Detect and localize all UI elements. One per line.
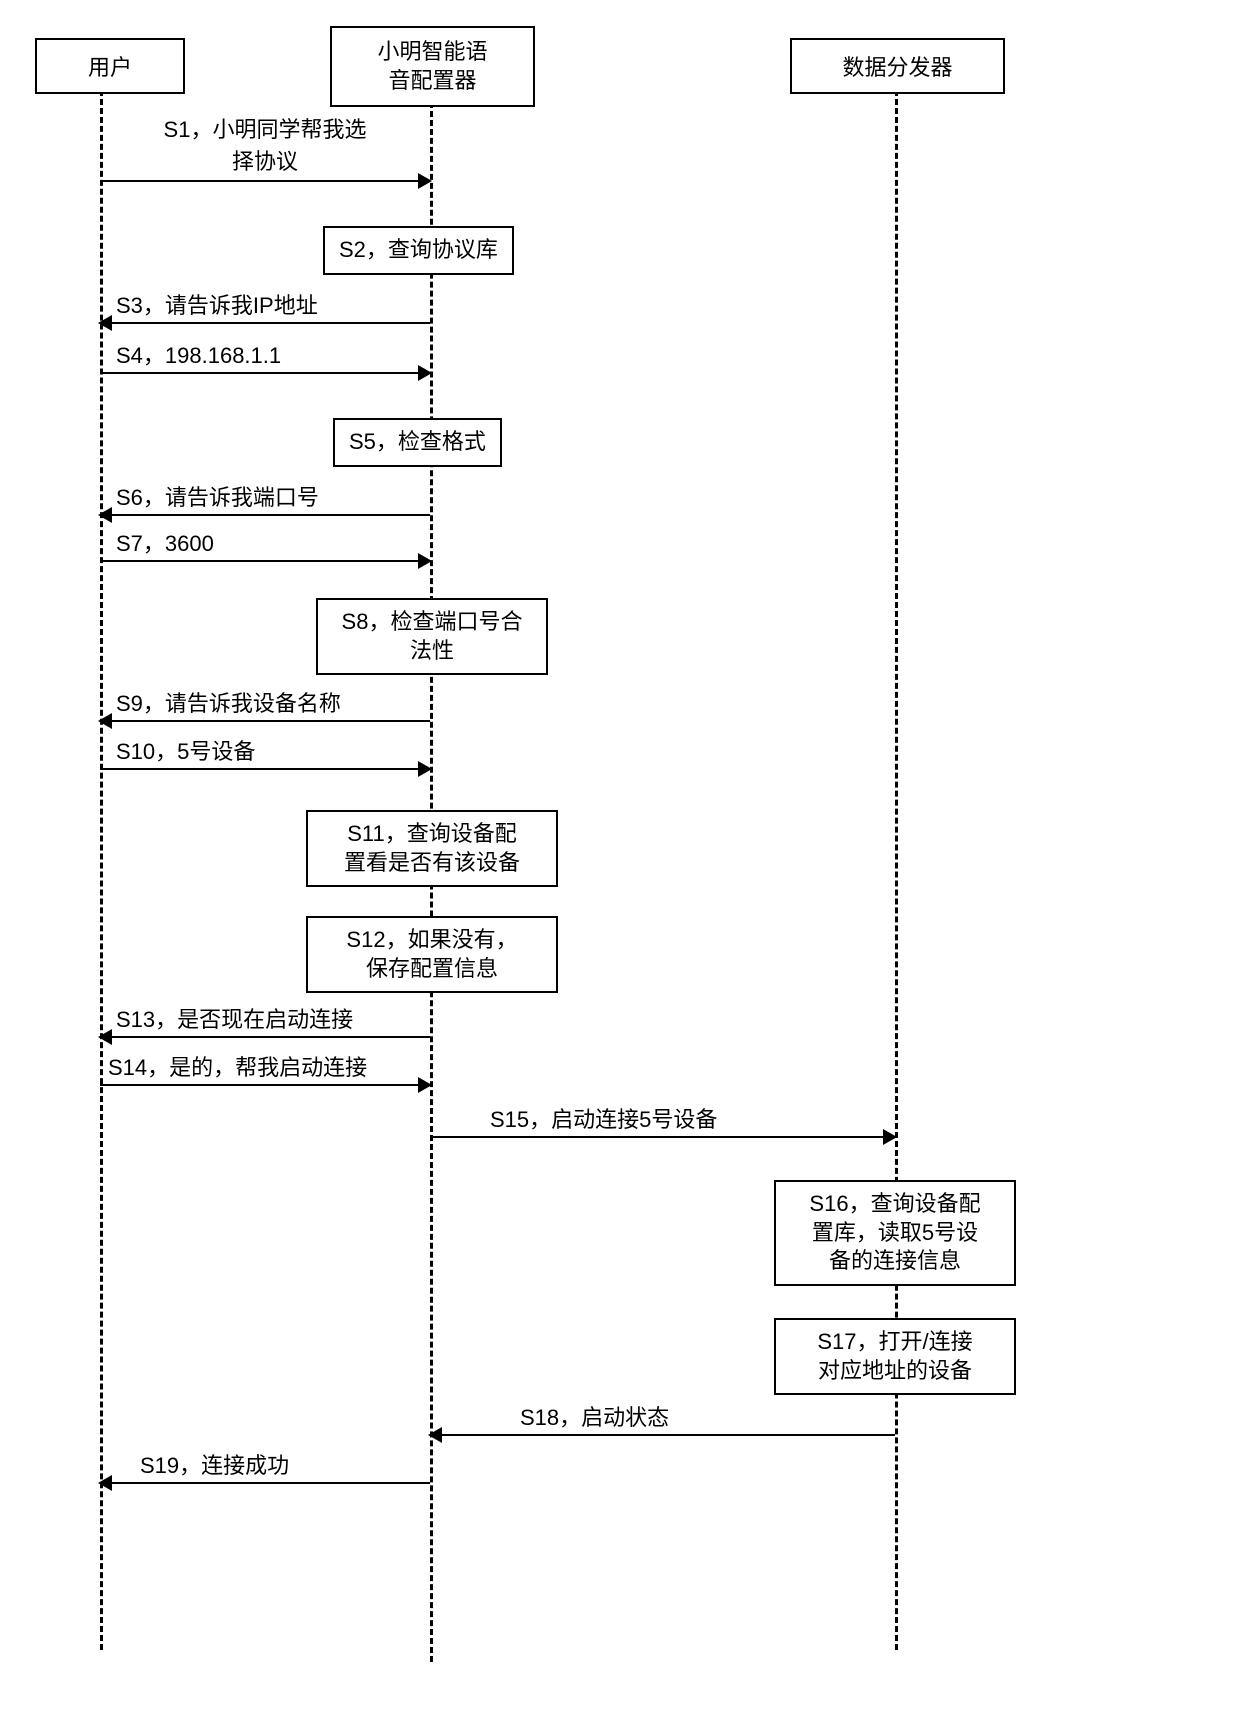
actor-user-label: 用户 bbox=[88, 55, 132, 80]
msg-s13-label: S13，是否现在启动连接 bbox=[116, 1007, 353, 1032]
msg-s3: S3，请告诉我IP地址 bbox=[100, 322, 430, 324]
msg-s19-label: S19，连接成功 bbox=[140, 1453, 289, 1478]
msg-s2-label: S2，查询协议库 bbox=[339, 237, 498, 262]
msg-s17-label-l2: 对应地址的设备 bbox=[818, 1358, 972, 1383]
msg-s4: S4，198.168.1.1 bbox=[100, 372, 430, 374]
msg-s15-label: S15，启动连接5号设备 bbox=[490, 1107, 717, 1132]
msg-s6-label: S6，请告诉我端口号 bbox=[116, 485, 319, 510]
actor-configurer: 小明智能语 音配置器 bbox=[330, 26, 535, 107]
actor-dispatcher-label: 数据分发器 bbox=[842, 55, 952, 80]
msg-s18: S18，启动状态 bbox=[430, 1434, 895, 1436]
actor-configurer-label-l2: 音配置器 bbox=[388, 68, 476, 93]
msg-s16: S16，查询设备配 置库，读取5号设 备的连接信息 bbox=[774, 1180, 1016, 1286]
msg-s1-label2: 择协议 bbox=[232, 149, 298, 174]
msg-s17: S17，打开/连接 对应地址的设备 bbox=[774, 1318, 1016, 1395]
msg-s15: S15，启动连接5号设备 bbox=[430, 1136, 895, 1138]
msg-s2: S2，查询协议库 bbox=[323, 226, 514, 275]
actor-configurer-label-l1: 小明智能语 bbox=[377, 39, 487, 64]
lifeline-dispatcher bbox=[895, 90, 898, 1650]
msg-s8: S8，检查端口号合 法性 bbox=[316, 598, 548, 675]
msg-s7: S7，3600 bbox=[100, 560, 430, 562]
msg-s5: S5，检查格式 bbox=[333, 418, 502, 467]
msg-s12-label-l1: S12，如果没有， bbox=[346, 927, 517, 952]
msg-s16-label-l2: 置库，读取5号设 bbox=[812, 1220, 978, 1245]
msg-s1-label: S1，小明同学帮我选 bbox=[164, 117, 367, 142]
msg-s8-label-l2: 法性 bbox=[410, 638, 454, 663]
msg-s14-label: S14，是的，帮我启动连接 bbox=[108, 1055, 367, 1080]
msg-s3-label: S3，请告诉我IP地址 bbox=[116, 293, 318, 318]
sequence-diagram: 用户 小明智能语 音配置器 数据分发器 S1，小明同学帮我选 择协议 S2，查询… bbox=[20, 20, 1220, 1690]
msg-s1: S1，小明同学帮我选 择协议 bbox=[100, 180, 430, 182]
actor-user: 用户 bbox=[35, 38, 185, 94]
actor-dispatcher: 数据分发器 bbox=[790, 38, 1005, 94]
msg-s9-label: S9，请告诉我设备名称 bbox=[116, 691, 341, 716]
msg-s19: S19，连接成功 bbox=[100, 1482, 430, 1484]
msg-s4-label: S4，198.168.1.1 bbox=[116, 343, 281, 368]
msg-s13: S13，是否现在启动连接 bbox=[100, 1036, 430, 1038]
msg-s11-label-l1: S11，查询设备配 bbox=[347, 821, 517, 846]
msg-s11: S11，查询设备配 置看是否有该设备 bbox=[306, 810, 558, 887]
msg-s16-label-l1: S16，查询设备配 bbox=[809, 1191, 980, 1216]
msg-s7-label: S7，3600 bbox=[116, 531, 214, 556]
msg-s14: S14，是的，帮我启动连接 bbox=[100, 1084, 430, 1086]
msg-s11-label-l2: 置看是否有该设备 bbox=[344, 850, 520, 875]
msg-s17-label-l1: S17，打开/连接 bbox=[817, 1329, 972, 1354]
msg-s18-label: S18，启动状态 bbox=[520, 1405, 669, 1430]
msg-s12-label-l2: 保存配置信息 bbox=[366, 956, 498, 981]
msg-s8-label-l1: S8，检查端口号合 bbox=[342, 609, 523, 634]
msg-s10-label: S10，5号设备 bbox=[116, 739, 255, 764]
msg-s16-label-l3: 备的连接信息 bbox=[829, 1248, 961, 1273]
msg-s5-label: S5，检查格式 bbox=[349, 429, 486, 454]
msg-s10: S10，5号设备 bbox=[100, 768, 430, 770]
msg-s6: S6，请告诉我端口号 bbox=[100, 514, 430, 516]
msg-s12: S12，如果没有， 保存配置信息 bbox=[306, 916, 558, 993]
msg-s9: S9，请告诉我设备名称 bbox=[100, 720, 430, 722]
